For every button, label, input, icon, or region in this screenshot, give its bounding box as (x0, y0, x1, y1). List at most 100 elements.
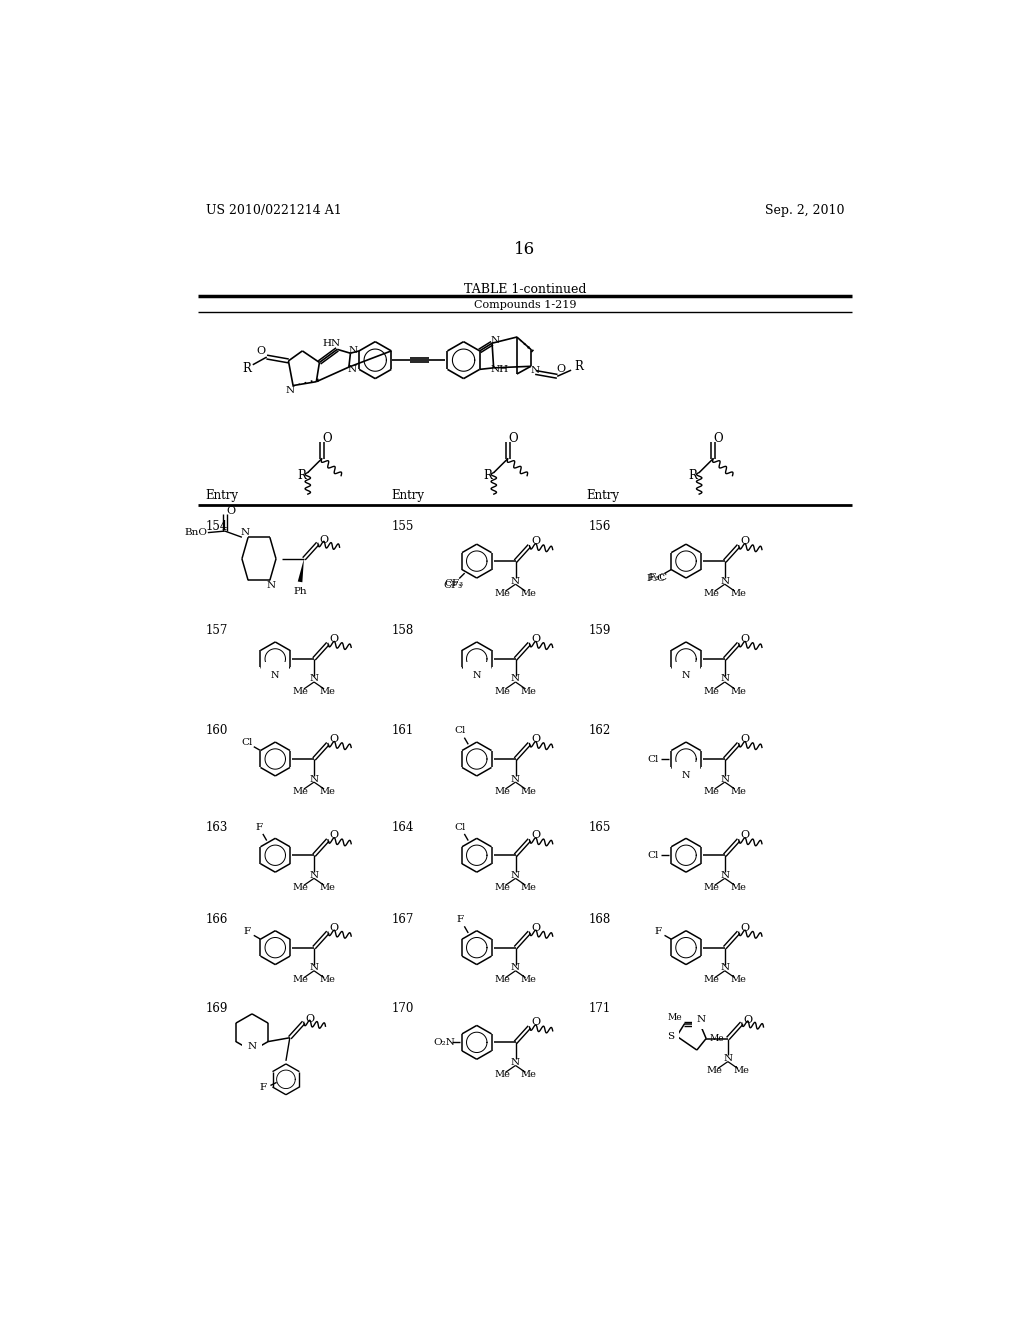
Text: N: N (309, 675, 318, 684)
Text: N: N (720, 775, 729, 784)
Text: O: O (305, 1014, 314, 1024)
Text: O: O (743, 1015, 753, 1026)
Text: N: N (511, 871, 520, 879)
Text: O: O (714, 432, 723, 445)
Text: 166: 166 (206, 913, 228, 927)
Text: 16: 16 (514, 240, 536, 257)
Text: 154: 154 (206, 520, 228, 533)
Text: Me: Me (521, 589, 537, 598)
Text: N: N (309, 871, 318, 879)
Text: Me: Me (730, 975, 745, 985)
Text: F: F (457, 915, 464, 924)
Text: N: N (490, 337, 500, 346)
Text: Entry: Entry (391, 490, 425, 502)
Text: O: O (531, 923, 541, 933)
Text: O: O (740, 923, 750, 933)
Text: O₂N: O₂N (433, 1038, 455, 1047)
Text: N: N (248, 1043, 257, 1052)
Text: O: O (740, 634, 750, 644)
Text: 155: 155 (391, 520, 414, 533)
Text: Me: Me (319, 883, 335, 892)
Text: O: O (256, 346, 265, 356)
Text: R: R (483, 469, 493, 482)
Text: Me: Me (733, 1067, 749, 1076)
Text: O: O (330, 830, 339, 841)
Text: Cl: Cl (455, 726, 466, 735)
Text: BnO: BnO (184, 528, 208, 537)
Text: R: R (574, 360, 584, 372)
Text: 159: 159 (589, 624, 611, 638)
Text: N: N (720, 577, 729, 586)
Text: N: N (271, 672, 280, 680)
Text: Me: Me (495, 787, 510, 796)
Text: N: N (472, 672, 481, 680)
Text: HN: HN (322, 339, 340, 347)
Text: N: N (309, 775, 318, 784)
Text: N: N (347, 364, 356, 374)
Text: Cl: Cl (648, 851, 659, 859)
Text: Ph: Ph (293, 586, 307, 595)
Text: N: N (720, 871, 729, 879)
Text: O: O (323, 432, 332, 445)
Text: N: N (349, 346, 358, 355)
Text: O: O (531, 830, 541, 841)
Text: S: S (667, 1032, 674, 1040)
Text: TABLE 1-continued: TABLE 1-continued (464, 282, 586, 296)
Text: N: N (511, 1057, 520, 1067)
Text: F: F (654, 927, 662, 936)
Text: O: O (740, 734, 750, 744)
Text: Me: Me (521, 883, 537, 892)
Text: Me: Me (495, 686, 510, 696)
Text: F: F (255, 822, 262, 832)
Text: 156: 156 (589, 520, 611, 533)
Text: N: N (723, 1055, 732, 1063)
Text: Me: Me (293, 686, 309, 696)
Text: N: N (309, 964, 318, 972)
Text: O: O (740, 830, 750, 841)
Text: O: O (531, 536, 541, 546)
Text: 167: 167 (391, 913, 414, 927)
Text: 170: 170 (391, 1002, 414, 1015)
Text: O: O (508, 432, 518, 445)
Text: Me: Me (495, 975, 510, 985)
Text: Me: Me (521, 787, 537, 796)
Text: Me: Me (703, 883, 720, 892)
Text: N: N (511, 964, 520, 972)
Text: Cl: Cl (242, 738, 253, 747)
Text: 160: 160 (206, 725, 228, 738)
Text: CF₃: CF₃ (443, 581, 462, 590)
Text: Me: Me (319, 975, 335, 985)
Text: Me: Me (703, 589, 720, 598)
Text: R: R (242, 362, 251, 375)
Text: F₃C: F₃C (648, 573, 668, 582)
Text: NH: NH (490, 364, 509, 374)
Text: O: O (330, 734, 339, 744)
Text: Me: Me (710, 1034, 724, 1043)
Text: R: R (297, 469, 306, 482)
Text: 169: 169 (206, 1002, 228, 1015)
Text: Me: Me (730, 883, 745, 892)
Text: N: N (286, 385, 295, 395)
Text: N: N (720, 964, 729, 972)
Text: Cl: Cl (455, 822, 466, 832)
Text: Sep. 2, 2010: Sep. 2, 2010 (765, 205, 844, 218)
Text: O: O (330, 634, 339, 644)
Text: N: N (720, 675, 729, 684)
Text: CF₃: CF₃ (444, 579, 463, 589)
Text: Me: Me (703, 975, 720, 985)
Text: Me: Me (730, 787, 745, 796)
Text: N: N (682, 771, 690, 780)
Text: US 2010/0221214 A1: US 2010/0221214 A1 (206, 205, 341, 218)
Text: Me: Me (730, 589, 745, 598)
Text: Me: Me (521, 975, 537, 985)
Text: 165: 165 (589, 821, 611, 834)
Text: N: N (511, 775, 520, 784)
Text: F: F (244, 927, 251, 936)
Text: 161: 161 (391, 725, 414, 738)
Text: N: N (241, 528, 250, 537)
Text: 162: 162 (589, 725, 611, 738)
Text: R: R (688, 469, 697, 482)
Text: F₃C: F₃C (647, 574, 666, 582)
Text: Compounds 1-219: Compounds 1-219 (473, 301, 577, 310)
Text: Me: Me (293, 883, 309, 892)
